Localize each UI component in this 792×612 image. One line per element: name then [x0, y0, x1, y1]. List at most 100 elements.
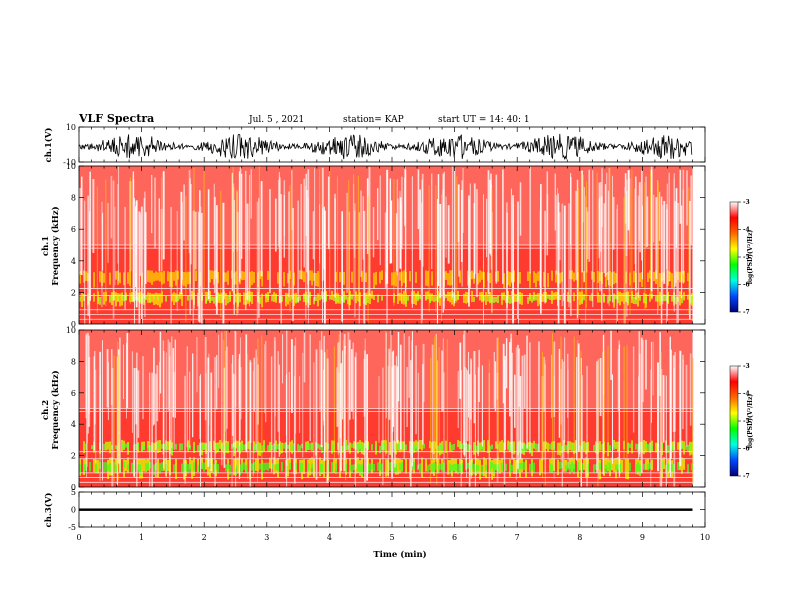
- spectrogram-cell: [603, 295, 605, 302]
- spectrogram-cell: [425, 270, 427, 286]
- spectrogram-streak: [315, 349, 318, 480]
- spectrogram-burst: [629, 187, 631, 315]
- spectrogram-cell: [115, 270, 117, 280]
- spectrogram-cell: [653, 271, 655, 282]
- spectrogram-burst: [326, 349, 328, 475]
- spectrogram-streak: [337, 342, 339, 427]
- spectrogram-streak: [368, 167, 371, 297]
- spectrogram-streak: [538, 341, 540, 452]
- spectrogram-cell: [467, 295, 469, 303]
- spectrogram-burst: [385, 330, 387, 456]
- spectrogram-streak: [174, 339, 177, 418]
- spectrogram-cell: [495, 458, 497, 470]
- spectrogram-streak: [95, 369, 97, 463]
- spectrogram-streak: [395, 356, 398, 443]
- spectrogram-streak: [238, 353, 241, 480]
- spectrogram-cell: [683, 458, 685, 470]
- spectrogram-cell: [219, 440, 221, 449]
- spectrogram-streak: [207, 357, 210, 467]
- spectrogram-cell: [283, 443, 285, 449]
- ch1-wave-ytick-label: -10: [63, 158, 76, 167]
- spectrogram-cell: [123, 461, 125, 468]
- spectrogram-cell: [245, 464, 247, 474]
- spectrogram-streak: [207, 189, 210, 300]
- spectrogram-burst: [626, 344, 628, 471]
- spectrogram-cell: [145, 463, 147, 472]
- spectrogram-streak: [486, 198, 488, 258]
- spectrogram-cell: [647, 444, 649, 452]
- spectrogram-burst: [644, 182, 646, 309]
- spectrogram-streak: [553, 375, 555, 479]
- spectrogram-cell: [351, 464, 353, 474]
- spectrogram-streak: [346, 192, 348, 293]
- spectrogram-cell: [197, 464, 199, 472]
- x-axis-label: Time (min): [373, 549, 426, 560]
- spectrogram-streak: [642, 339, 644, 403]
- spectrogram-cell: [209, 462, 211, 469]
- spectrogram-streak: [689, 200, 691, 320]
- spectrogram-cell: [99, 296, 101, 305]
- spectrogram-streak: [638, 331, 641, 455]
- spectrogram-cell: [93, 272, 95, 288]
- spectrogram-cell: [165, 295, 167, 302]
- spectrogram-cell: [689, 443, 691, 451]
- spectrogram-cell: [477, 273, 479, 285]
- spectrogram-cell: [639, 272, 641, 282]
- ch2-spec-ytick-label: 6: [71, 389, 76, 398]
- spectrogram-burst: [573, 336, 575, 463]
- spectrogram-streak: [562, 361, 565, 459]
- start-time-label: start UT = 14: 40: 1: [438, 115, 530, 125]
- spectrogram-cell: [397, 443, 399, 450]
- spectrogram-streak: [278, 172, 280, 304]
- spectrogram-cell: [167, 459, 169, 472]
- spectrogram-cell: [593, 444, 595, 451]
- spectrogram-streak: [173, 371, 175, 450]
- spectrogram-cell: [655, 295, 657, 302]
- spectrogram-streak: [599, 357, 602, 417]
- spectrogram-cell: [209, 443, 211, 452]
- spectrogram-cell: [501, 294, 503, 300]
- spectrogram-streak: [299, 376, 301, 433]
- spectrogram-cell: [647, 463, 649, 471]
- spectrogram-cell: [513, 270, 515, 283]
- spectrogram-cell: [453, 464, 455, 472]
- spectrogram-streak: [417, 372, 419, 469]
- spectrogram-cell: [251, 271, 253, 285]
- spectrogram-streak: [196, 336, 198, 393]
- spectrogram-cell: [571, 270, 573, 280]
- spectrogram-cell: [299, 270, 301, 280]
- spectrogram-streak: [92, 178, 95, 253]
- colorbar-tick-label: -6: [743, 446, 750, 453]
- spectrogram-cell: [649, 462, 651, 469]
- spectrogram-cell: [267, 445, 269, 452]
- spectrogram-cell: [137, 292, 139, 300]
- spectrogram-cell: [675, 296, 677, 305]
- spectrogram-streak: [171, 336, 173, 449]
- spectrogram-cell: [293, 293, 295, 306]
- spectrogram-cell: [217, 445, 219, 453]
- spectrogram-streak: [596, 361, 598, 473]
- spectrogram-cell: [275, 440, 277, 450]
- spectrogram-cell: [175, 270, 177, 286]
- spectrogram-streak: [460, 190, 463, 262]
- spectrogram-cell: [159, 271, 161, 282]
- spectrogram-cell: [187, 463, 189, 474]
- spectrogram-cell: [173, 464, 175, 473]
- spectrogram-streak: [275, 198, 277, 252]
- spectrogram-streak: [586, 365, 588, 487]
- spectrogram-cell: [365, 272, 367, 283]
- spectrogram-cell: [123, 459, 125, 477]
- spectrogram-cell: [573, 292, 575, 302]
- ch2-colorbar-label: log(PSD)(V²/Hz): [747, 394, 754, 449]
- spectrogram-streak: [151, 372, 153, 487]
- spectrogram-cell: [681, 443, 683, 450]
- spectrogram-cell: [537, 271, 539, 281]
- spectrogram-streak: [587, 211, 589, 260]
- spectrogram-streak: [170, 206, 172, 324]
- spectrogram-cell: [559, 462, 561, 470]
- spectrogram-streak: [85, 333, 87, 419]
- spectrogram-cell: [559, 294, 561, 301]
- spectrogram-streak: [132, 171, 135, 302]
- spectrogram-streak: [197, 211, 200, 322]
- ch1-waveform-line: [78, 133, 693, 160]
